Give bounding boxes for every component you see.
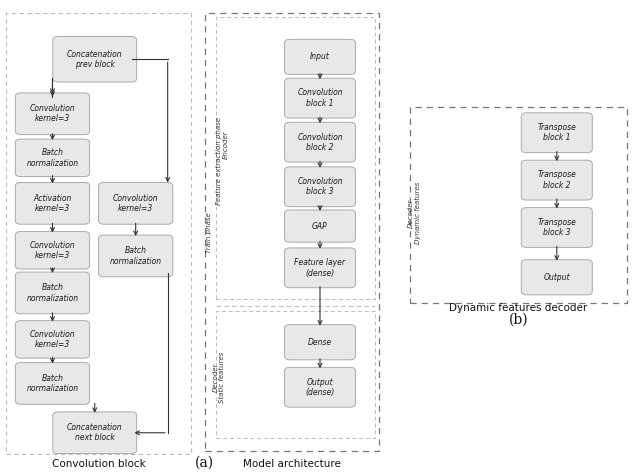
- FancyBboxPatch shape: [15, 363, 90, 404]
- FancyBboxPatch shape: [285, 325, 356, 360]
- Text: Concatenation
next block: Concatenation next block: [67, 423, 122, 442]
- Text: Convolution
kernel=3: Convolution kernel=3: [29, 104, 76, 123]
- Text: (b): (b): [509, 313, 528, 327]
- FancyBboxPatch shape: [285, 248, 356, 288]
- Bar: [205, 13, 379, 451]
- Text: (a): (a): [195, 455, 214, 469]
- Text: Batch
normalization: Batch normalization: [26, 148, 79, 167]
- Text: Encoder: Encoder: [223, 130, 229, 159]
- Text: Decoder
Dynamic features: Decoder Dynamic features: [408, 182, 421, 245]
- Text: Train phase: Train phase: [205, 212, 212, 253]
- Text: Transpose
block 2: Transpose block 2: [538, 171, 576, 190]
- Text: Activation
kernel=3: Activation kernel=3: [33, 194, 72, 213]
- Bar: [6, 13, 191, 454]
- FancyBboxPatch shape: [521, 160, 593, 200]
- Text: Dense: Dense: [308, 338, 332, 346]
- Text: Batch
normalization: Batch normalization: [26, 283, 79, 302]
- Text: Batch
normalization: Batch normalization: [109, 246, 162, 265]
- FancyBboxPatch shape: [52, 412, 137, 454]
- Bar: [216, 311, 375, 438]
- Text: Feature extraction phase: Feature extraction phase: [216, 117, 222, 205]
- Text: Convolution
block 1: Convolution block 1: [297, 89, 343, 108]
- Text: Convolution block: Convolution block: [52, 458, 145, 469]
- Text: Dynamic features decoder: Dynamic features decoder: [449, 303, 588, 313]
- Text: Concatenation
prev block: Concatenation prev block: [67, 50, 122, 69]
- Text: Convolution
kernel=3: Convolution kernel=3: [29, 241, 76, 260]
- Text: Convolution
block 3: Convolution block 3: [297, 177, 343, 196]
- FancyBboxPatch shape: [521, 113, 593, 153]
- Text: Convolution
kernel=3: Convolution kernel=3: [29, 330, 76, 349]
- FancyBboxPatch shape: [15, 232, 90, 269]
- FancyBboxPatch shape: [285, 122, 356, 162]
- Text: Convolution
block 2: Convolution block 2: [297, 133, 343, 152]
- FancyBboxPatch shape: [15, 93, 90, 135]
- Text: Model architecture: Model architecture: [243, 458, 340, 469]
- FancyBboxPatch shape: [521, 260, 593, 295]
- Text: Batch
normalization: Batch normalization: [26, 374, 79, 393]
- FancyBboxPatch shape: [521, 208, 593, 247]
- FancyBboxPatch shape: [99, 182, 173, 224]
- FancyBboxPatch shape: [285, 39, 356, 74]
- Text: Input: Input: [310, 53, 330, 61]
- FancyBboxPatch shape: [285, 210, 356, 242]
- FancyBboxPatch shape: [15, 272, 90, 314]
- FancyBboxPatch shape: [285, 367, 356, 407]
- FancyBboxPatch shape: [52, 36, 137, 82]
- FancyBboxPatch shape: [15, 182, 90, 224]
- FancyBboxPatch shape: [15, 139, 90, 177]
- Text: Convolution
kernel=3: Convolution kernel=3: [113, 194, 159, 213]
- Bar: [410, 107, 627, 303]
- Text: GAP: GAP: [312, 222, 328, 230]
- Text: Output: Output: [543, 273, 570, 282]
- FancyBboxPatch shape: [99, 235, 173, 277]
- Text: Transpose
block 1: Transpose block 1: [538, 123, 576, 142]
- FancyBboxPatch shape: [285, 167, 356, 207]
- Text: Transpose
block 3: Transpose block 3: [538, 218, 576, 237]
- Text: Feature layer
(dense): Feature layer (dense): [294, 258, 346, 277]
- Text: Output
(dense): Output (dense): [305, 378, 335, 397]
- FancyBboxPatch shape: [15, 321, 90, 358]
- FancyBboxPatch shape: [285, 78, 356, 118]
- Text: Decoder
Static features: Decoder Static features: [212, 351, 225, 402]
- Bar: [216, 17, 375, 299]
